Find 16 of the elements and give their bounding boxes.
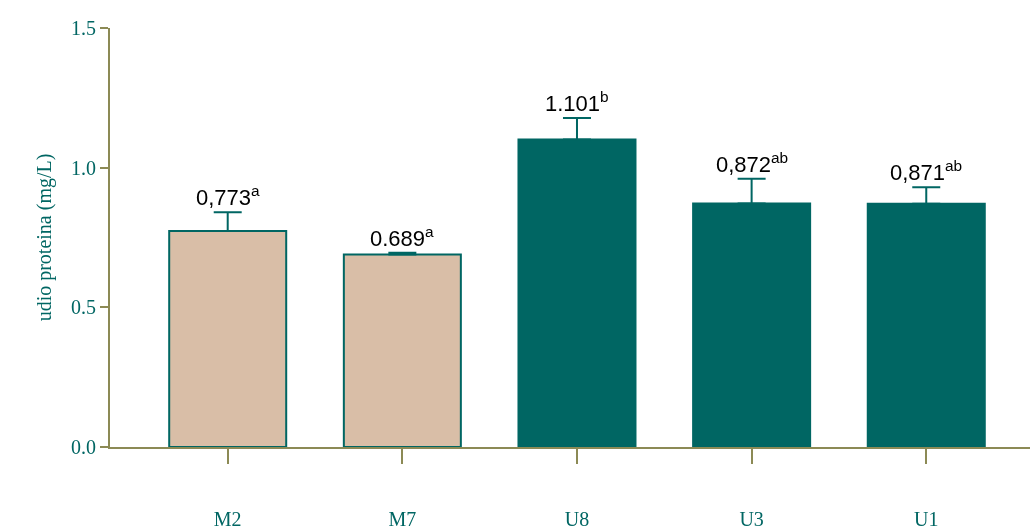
bar [342,253,462,447]
x-tick-label: M7 [388,508,417,528]
y-tick-label: 1.5 [71,17,96,39]
data-label: 0,872$^{ab}$ [716,149,789,178]
x-tick-label: U1 [914,508,939,528]
data-label: 0.689$^{a}$ [370,223,435,252]
x-tick-label: U3 [739,508,764,528]
y-tick-label: 0.0 [71,436,96,458]
x-tick-label: M2 [213,508,242,528]
y-tick-label: 1.0 [71,156,96,179]
data-label: 0,871$^{ab}$ [890,157,963,186]
data-label: 0,773$^{a}$ [196,182,261,211]
y-tick-label: 0.5 [71,296,96,319]
x-tick-label: U8 [564,508,590,528]
data-label: 1.101$^{b}$ [545,88,609,117]
y-axis-title: udio proteina (mg/L) [33,153,56,322]
